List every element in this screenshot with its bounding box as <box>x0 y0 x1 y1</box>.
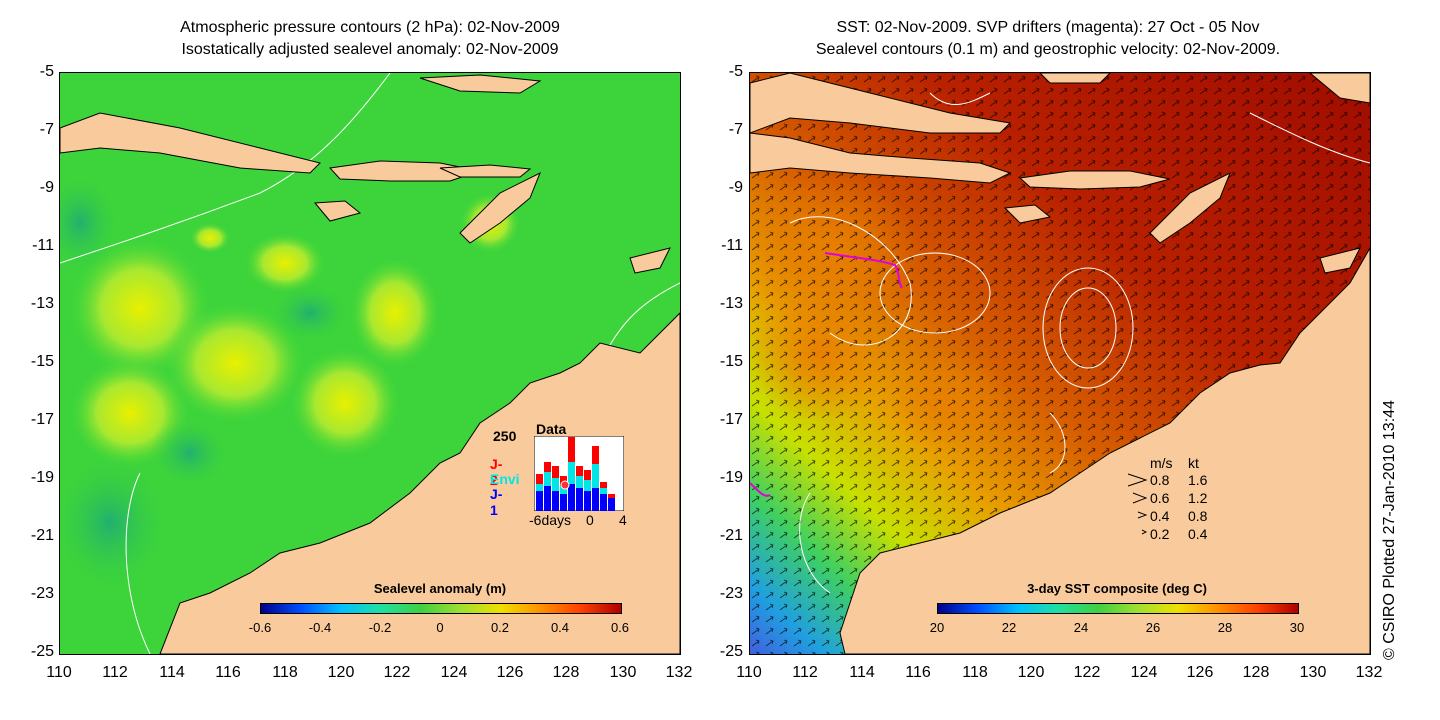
left-ytick: -11 <box>32 237 54 254</box>
left-xtick: 126 <box>496 664 524 681</box>
left-ytick: -17 <box>30 411 54 428</box>
right-cbar-tick: 22 <box>1001 620 1017 635</box>
right-xtick: 124 <box>1130 664 1158 681</box>
left-ytick: -21 <box>30 527 54 544</box>
right-ytick: -11 <box>721 237 743 254</box>
inset-bar-chart <box>534 436 624 511</box>
left-ytick: -7 <box>39 121 54 138</box>
left-cbar-tick: -0.4 <box>308 620 332 635</box>
left-cbar-tick: 0 <box>436 620 444 635</box>
sealevel-anomaly-map[interactable] <box>59 72 681 655</box>
left-cbar-tick: 0.4 <box>550 620 570 635</box>
right-xtick: 114 <box>849 664 875 681</box>
left-xtick: 112 <box>102 664 128 681</box>
legend-arrow-icons <box>1127 473 1148 535</box>
left-ytick: -9 <box>39 179 54 196</box>
inset-legend-j1: J-1 <box>490 486 503 518</box>
right-cbar-tick: 20 <box>929 620 945 635</box>
inset-xtick: 4 <box>619 512 627 528</box>
left-xtick: 124 <box>440 664 468 681</box>
right-xtick: 122 <box>1073 664 1101 681</box>
left-cbar-tick: -0.6 <box>248 620 272 635</box>
legend-kt: 1.2 <box>1188 490 1208 506</box>
right-xtick: 132 <box>1355 664 1383 681</box>
right-title-line1: SST: 02-Nov-2009. SVP drifters (magenta)… <box>836 19 1260 36</box>
left-cbar-tick: 0.6 <box>610 620 630 635</box>
right-ytick: -21 <box>719 527 743 544</box>
legend-kt: 0.8 <box>1188 508 1208 524</box>
right-xtick: 112 <box>792 664 818 681</box>
sst-map-svg <box>750 73 1370 654</box>
left-cbar-tick: -0.2 <box>368 620 392 635</box>
legend-ms: 0.8 <box>1150 472 1170 488</box>
right-ytick: -23 <box>719 585 743 602</box>
right-ytick: -15 <box>719 353 743 370</box>
left-ytick: -15 <box>30 353 54 370</box>
sealevel-map-svg <box>60 73 680 654</box>
inset-legend-j2: J-2 <box>490 456 503 488</box>
left-xtick: 130 <box>609 664 637 681</box>
left-xtick: 128 <box>552 664 580 681</box>
inset-xtick: -6days <box>529 512 572 528</box>
arrow-icon <box>1141 529 1148 535</box>
legend-header-ms: m/s <box>1150 455 1173 471</box>
right-xtick: 126 <box>1186 664 1214 681</box>
left-title-line1: Atmospheric pressure contours (2 hPa): 0… <box>180 19 560 36</box>
left-xtick: 132 <box>665 664 693 681</box>
arrow-icon <box>1132 492 1148 504</box>
left-ytick: -5 <box>39 63 54 80</box>
left-ytick: -25 <box>30 643 54 660</box>
sst-map[interactable] <box>749 72 1371 655</box>
right-xtick: 116 <box>905 664 931 681</box>
inset-bars <box>536 437 615 511</box>
right-xtick: 120 <box>1017 664 1045 681</box>
right-ytick: -13 <box>719 295 743 312</box>
copyright-text: © CSIRO Plotted 27-Jan-2010 13:44 <box>1381 400 1398 660</box>
left-xtick: 118 <box>272 664 298 681</box>
legend-header-kt: kt <box>1188 455 1199 471</box>
left-xtick: 122 <box>383 664 411 681</box>
arrow-icon <box>1137 511 1148 519</box>
right-ytick: -9 <box>728 179 743 196</box>
right-colorbar-gradient <box>937 603 1299 614</box>
left-colorbar-gradient <box>260 603 622 614</box>
right-ytick: -5 <box>728 63 743 80</box>
right-xtick: 118 <box>962 664 988 681</box>
left-ytick: -23 <box>30 585 54 602</box>
right-cbar-tick: 24 <box>1073 620 1089 635</box>
legend-kt: 1.6 <box>1188 472 1208 488</box>
right-colorbar-label: 3-day SST composite (deg C) <box>1027 581 1207 596</box>
arrow-icon <box>1127 473 1148 487</box>
left-colorbar-label: Sealevel anomaly (m) <box>373 581 507 596</box>
legend-ms: 0.2 <box>1150 526 1170 542</box>
right-ytick: -25 <box>719 643 743 660</box>
drifter-track <box>824 252 903 289</box>
right-cbar-tick: 30 <box>1289 620 1305 635</box>
right-ytick: -7 <box>728 121 743 138</box>
left-xtick: 120 <box>327 664 355 681</box>
right-title-line2: Sealevel contours (0.1 m) and geostrophi… <box>815 41 1281 58</box>
legend-kt: 0.4 <box>1188 526 1208 542</box>
left-xtick: 110 <box>46 664 72 681</box>
inset-max-label: 250 <box>493 428 517 444</box>
legend-ms: 0.4 <box>1150 508 1170 524</box>
left-title-line2: Isostatically adjusted sealevel anomaly:… <box>181 41 559 58</box>
left-xtick: 116 <box>215 664 241 681</box>
right-xtick: 110 <box>736 664 762 681</box>
right-cbar-tick: 28 <box>1217 620 1233 635</box>
right-cbar-tick: 26 <box>1145 620 1161 635</box>
left-cbar-tick: 0.2 <box>490 620 510 635</box>
left-ytick: -19 <box>30 469 54 486</box>
inset-xtick: 0 <box>586 512 594 528</box>
left-xtick: 114 <box>159 664 185 681</box>
right-xtick: 128 <box>1242 664 1270 681</box>
inset-legend-envi: Envi <box>490 471 520 487</box>
legend-ms: 0.6 <box>1150 490 1170 506</box>
right-xtick: 130 <box>1299 664 1327 681</box>
drifter-track <box>750 482 771 497</box>
right-ytick: -17 <box>719 411 743 428</box>
left-ytick: -13 <box>30 295 54 312</box>
right-ytick: -19 <box>719 469 743 486</box>
